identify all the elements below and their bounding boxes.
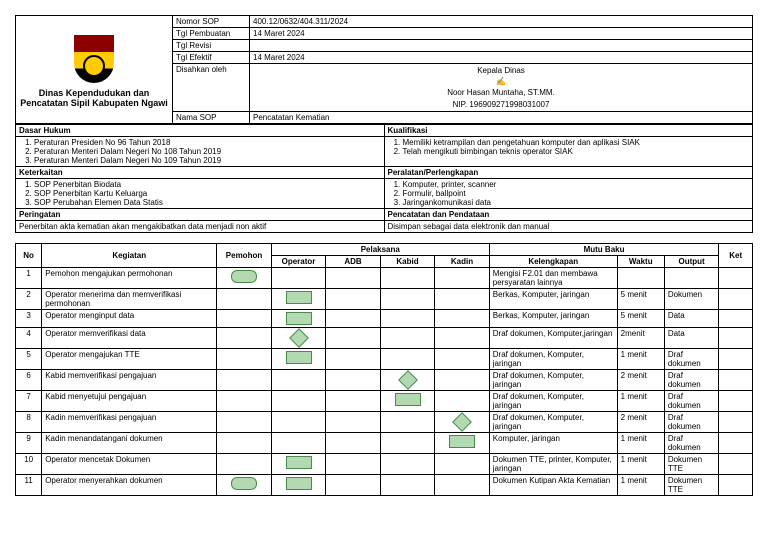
table-row: 3Operator menginput dataBerkas, Komputer… bbox=[16, 309, 753, 327]
disahkan-label: Disahkan oleh bbox=[173, 64, 250, 112]
flow-diamond-icon bbox=[452, 412, 472, 432]
th-operator: Operator bbox=[271, 255, 326, 267]
th-kegiatan: Kegiatan bbox=[42, 243, 217, 267]
flow-box-icon bbox=[449, 435, 475, 448]
th-waktu: Waktu bbox=[617, 255, 664, 267]
tgl-pembuatan-value: 14 Maret 2024 bbox=[250, 28, 753, 40]
peralatan-content: Komputer, printer, scanner Formulir, bal… bbox=[384, 178, 753, 208]
nomor-sop-label: Nomor SOP bbox=[173, 16, 250, 28]
flow-diamond-icon bbox=[289, 328, 309, 348]
flow-table: No Kegiatan Pemohon Pelaksana Mutu Baku … bbox=[15, 243, 753, 496]
nama-sop-label: Nama SOP bbox=[173, 111, 250, 123]
org-name: Dinas Kependudukan dan Pencatatan Sipil … bbox=[19, 88, 169, 108]
flow-box-icon bbox=[286, 312, 312, 325]
table-row: 5Operator mengajukan TTEDraf dokumen, Ko… bbox=[16, 348, 753, 369]
flow-box-icon bbox=[286, 351, 312, 364]
sections-table: Dasar Hukum Kualifikasi Peraturan Presid… bbox=[15, 124, 753, 233]
flow-term-icon bbox=[231, 477, 257, 490]
th-kadin: Kadin bbox=[435, 255, 490, 267]
flow-term-icon bbox=[231, 270, 257, 283]
peringatan-label: Peringatan bbox=[16, 208, 385, 220]
th-kelengkapan: Kelengkapan bbox=[489, 255, 617, 267]
flow-diamond-icon bbox=[398, 370, 418, 390]
dasar-hukum-label: Dasar Hukum bbox=[16, 124, 385, 136]
table-row: 1Pemohon mengajukan permohonanMengisi F2… bbox=[16, 267, 753, 288]
nomor-sop-value: 400.12/0632/404.311/2024 bbox=[250, 16, 753, 28]
th-no: No bbox=[16, 243, 42, 267]
table-row: 2Operator menerima dan memverifikasi per… bbox=[16, 288, 753, 309]
tgl-efektif-label: Tgl Efektif bbox=[173, 52, 250, 64]
kualifikasi-content: Memiliki ketrampilan dan pengetahuan kom… bbox=[384, 136, 753, 166]
table-row: 7Kabid menyetujui pengajuanDraf dokumen,… bbox=[16, 390, 753, 411]
th-kabid: Kabid bbox=[380, 255, 435, 267]
th-ket: Ket bbox=[719, 243, 753, 267]
pencatatan-content: Disimpan sebagai data elektronik dan man… bbox=[384, 220, 753, 232]
flow-box-icon bbox=[286, 477, 312, 490]
flow-box-icon bbox=[286, 291, 312, 304]
table-row: 11Operator menyerahkan dokumenDokumen Ku… bbox=[16, 474, 753, 495]
signature-block: Kepala Dinas ✍ Noor Hasan Muntaha, ST.MM… bbox=[250, 64, 753, 112]
th-adb: ADB bbox=[326, 255, 381, 267]
keterkaitan-content: SOP Penerbitan Biodata SOP Penerbitan Ka… bbox=[16, 178, 385, 208]
peralatan-label: Peralatan/Perlengkapan bbox=[384, 166, 753, 178]
th-pemohon: Pemohon bbox=[217, 243, 272, 267]
table-row: 10Operator mencetak DokumenDokumen TTE, … bbox=[16, 453, 753, 474]
nama-sop-value: Pencatatan Kematian bbox=[250, 111, 753, 123]
tgl-revisi-value bbox=[250, 40, 753, 52]
table-row: 4Operator memverifikasi dataDraf dokumen… bbox=[16, 327, 753, 348]
tgl-revisi-label: Tgl Revisi bbox=[173, 40, 250, 52]
tgl-efektif-value: 14 Maret 2024 bbox=[250, 52, 753, 64]
kualifikasi-label: Kualifikasi bbox=[384, 124, 753, 136]
pencatatan-label: Pencatatan dan Pendataan bbox=[384, 208, 753, 220]
header-table: Dinas Kependudukan dan Pencatatan Sipil … bbox=[15, 15, 753, 124]
flow-box-icon bbox=[286, 456, 312, 469]
th-pelaksana: Pelaksana bbox=[271, 243, 489, 255]
tgl-pembuatan-label: Tgl Pembuatan bbox=[173, 28, 250, 40]
table-row: 9Kadin menandatangani dokumenKomputer, j… bbox=[16, 432, 753, 453]
th-mutu: Mutu Baku bbox=[489, 243, 719, 255]
dasar-hukum-content: Peraturan Presiden No 96 Tahun 2018 Pera… bbox=[16, 136, 385, 166]
keterkaitan-label: Keterkaitan bbox=[16, 166, 385, 178]
logo-icon bbox=[74, 35, 114, 83]
th-output: Output bbox=[664, 255, 719, 267]
table-row: 8Kadin memverifikasi pengajuanDraf dokum… bbox=[16, 411, 753, 432]
flow-box-icon bbox=[395, 393, 421, 406]
table-row: 6Kabid memverifikasi pengajuanDraf dokum… bbox=[16, 369, 753, 390]
peringatan-content: Penerbitan akta kematian akan mengakibat… bbox=[16, 220, 385, 232]
